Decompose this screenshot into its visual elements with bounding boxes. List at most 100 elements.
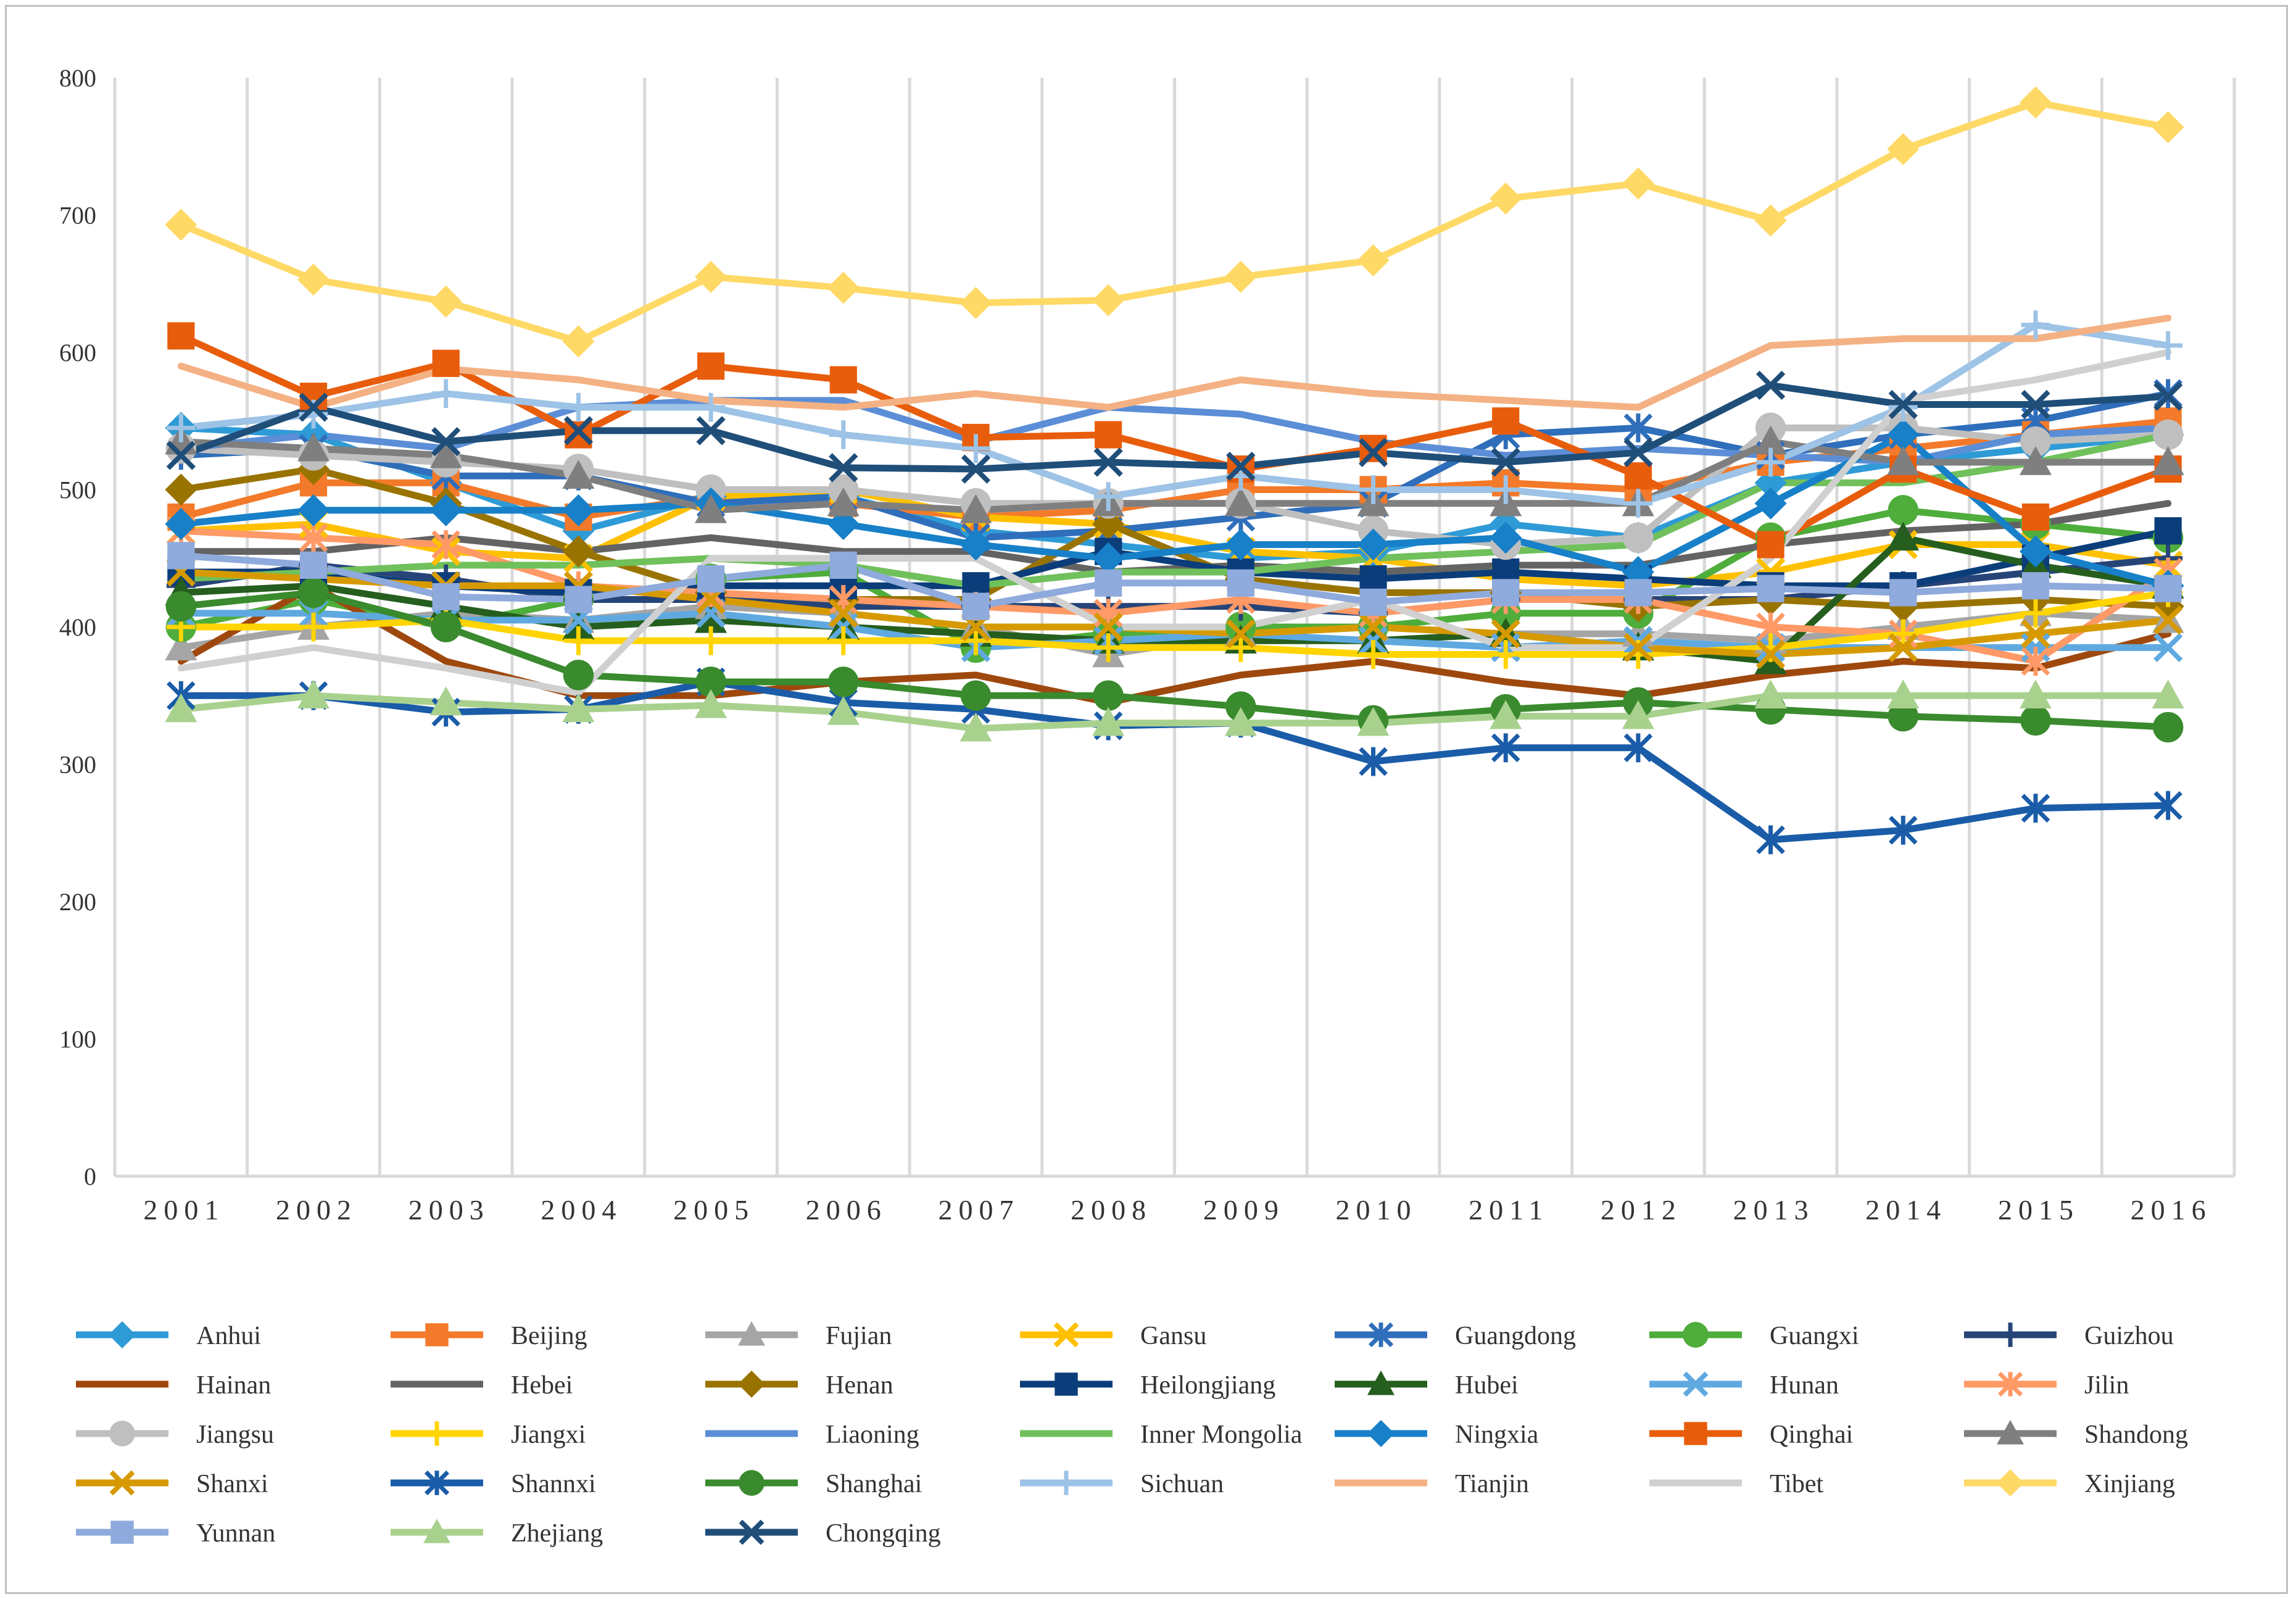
data-point-shandong xyxy=(827,487,860,517)
legend-entry-gansu: Gansu xyxy=(1020,1322,1206,1350)
data-point-sichuan xyxy=(1093,482,1123,512)
legend-label: Ningxia xyxy=(1455,1421,1539,1449)
data-point-ningxia xyxy=(1490,521,1522,554)
legend-entry-hubei: Hubei xyxy=(1335,1371,1519,1400)
legend-entry-inner-mongolia: Inner Mongolia xyxy=(1020,1421,1303,1449)
legend-entry-beijing: Beijing xyxy=(391,1322,587,1350)
x-tick-label: 2010 xyxy=(1336,1194,1417,1226)
data-point-zhejiang xyxy=(1622,700,1654,729)
legend-marker xyxy=(1997,1420,2024,1445)
data-point-yunnan xyxy=(2154,575,2182,602)
data-point-henan xyxy=(165,473,197,506)
data-point-shanghai xyxy=(828,666,859,697)
data-point-yunnan xyxy=(1624,579,1652,607)
legend-marker xyxy=(1053,1322,1079,1348)
legend-marker xyxy=(424,1470,450,1496)
legend-entry-jiangxi: Jiangxi xyxy=(391,1421,586,1449)
legend-marker xyxy=(738,1321,765,1346)
data-point-ningxia xyxy=(1754,487,1787,520)
y-tick-label: 100 xyxy=(59,1026,96,1053)
data-point-chongqing xyxy=(299,392,328,422)
y-tick-label: 0 xyxy=(84,1163,96,1190)
legend-marker xyxy=(425,1421,449,1446)
data-point-qinghai xyxy=(2021,503,2050,531)
data-point-shanxi xyxy=(1358,612,1388,642)
legend-entry-sichuan: Sichuan xyxy=(1020,1470,1224,1498)
x-tick-label: 2006 xyxy=(806,1194,887,1226)
series-line-shandong xyxy=(177,438,2172,514)
legend-marker xyxy=(425,1323,449,1347)
legend-entry-jiangsu: Jiangsu xyxy=(76,1421,274,1449)
data-point-jiangxi xyxy=(1093,633,1123,662)
data-point-zhejiang xyxy=(2019,679,2052,709)
data-point-qinghai xyxy=(1624,462,1652,490)
data-point-qinghai xyxy=(432,349,460,377)
legend-entry-henan: Henan xyxy=(705,1371,893,1400)
data-point-shannxi xyxy=(1491,733,1520,763)
series-markers xyxy=(165,86,2184,855)
data-point-chongqing xyxy=(2153,381,2183,411)
legend-label: Fujian xyxy=(826,1322,892,1350)
data-point-shanghai xyxy=(2020,705,2051,736)
series-line-liaoning xyxy=(177,397,2172,466)
x-tick-label: 2005 xyxy=(673,1194,755,1226)
legend-entry-anhui: Anhui xyxy=(76,1321,261,1350)
data-point-zhejiang xyxy=(1092,707,1125,736)
legend-entry-shanghai: Shanghai xyxy=(705,1470,922,1498)
data-point-yunnan xyxy=(1889,579,1917,607)
legend-entry-ningxia: Ningxia xyxy=(1335,1420,1539,1449)
data-point-shanxi xyxy=(1491,619,1520,649)
data-point-zhejiang xyxy=(1224,707,1257,736)
data-point-chongqing xyxy=(2021,389,2050,420)
legend-marker xyxy=(1997,1469,2024,1496)
data-point-heilongjiang xyxy=(1359,565,1387,593)
data-point-shanxi xyxy=(1093,612,1123,642)
y-tick-label: 700 xyxy=(59,202,96,230)
data-point-sichuan xyxy=(1756,447,1785,477)
data-point-shandong xyxy=(1224,487,1257,517)
legend-label: Hebei xyxy=(511,1371,573,1400)
data-point-yunnan xyxy=(829,551,857,579)
legend: Anhui Beijing Fujian Gansu Guangdong Guangxi G… xyxy=(76,1321,2188,1548)
data-point-jiangxi xyxy=(961,626,990,655)
y-tick-label: 400 xyxy=(59,613,96,641)
data-point-yunnan xyxy=(697,565,725,593)
data-point-sichuan xyxy=(1491,475,1520,504)
gridlines xyxy=(113,78,2236,1176)
data-point-qinghai xyxy=(1757,531,1784,558)
legend-marker xyxy=(739,1519,765,1545)
series-line-tibet xyxy=(177,349,2172,697)
data-point-chongqing xyxy=(696,416,726,446)
data-point-heilongjiang xyxy=(2154,517,2182,545)
data-point-yunnan xyxy=(2021,572,2050,600)
legend-label: Yunnan xyxy=(196,1519,275,1548)
legend-entry-zhejiang: Zhejiang xyxy=(391,1519,603,1548)
data-point-jilin xyxy=(2021,647,2050,676)
data-point-chongqing xyxy=(1491,447,1520,477)
series-line-gansu xyxy=(177,486,2172,589)
legend-marker xyxy=(1997,1371,2023,1397)
legend-entry-liaoning: Liaoning xyxy=(705,1421,919,1449)
data-point-jiangxi xyxy=(2021,599,2050,628)
data-point-shanghai xyxy=(431,612,462,642)
data-point-shandong xyxy=(1887,446,1920,475)
x-tick-label: 2004 xyxy=(541,1194,622,1226)
series-line-guangdong xyxy=(177,390,2172,541)
legend-label: Tibet xyxy=(1770,1470,1823,1498)
data-point-zhejiang xyxy=(297,679,330,709)
x-tick-label: 2003 xyxy=(408,1194,490,1226)
data-point-ningxia xyxy=(959,528,992,561)
data-point-chongqing xyxy=(961,454,991,484)
data-point-guangxi xyxy=(1888,495,1918,526)
data-point-chongqing xyxy=(431,426,461,457)
data-point-xinjiang xyxy=(959,286,992,319)
data-point-chongqing xyxy=(166,441,196,470)
data-point-zhejiang xyxy=(165,693,197,723)
data-point-shannxi xyxy=(1889,815,1918,845)
data-point-ningxia xyxy=(1887,418,1920,451)
series-line-heilongjiang xyxy=(177,527,2172,596)
data-point-sichuan xyxy=(961,434,990,463)
legend-label: Gansu xyxy=(1140,1322,1206,1350)
data-point-xinjiang xyxy=(1224,260,1257,293)
